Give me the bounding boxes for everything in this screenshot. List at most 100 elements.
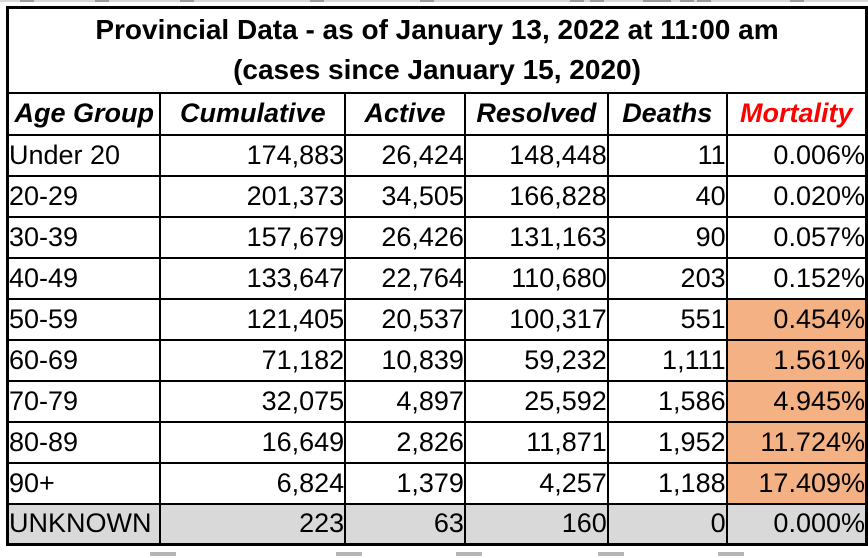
age-group-cell: 90+ [6, 461, 162, 505]
column-header-cumulative: Cumulative [159, 91, 347, 136]
mortality-cell: 0.020% [725, 174, 868, 218]
age-group-cell: 40-49 [6, 256, 162, 300]
spreadsheet-gridline-ticks-bottom [0, 552, 868, 556]
active-cell: 22,764 [344, 256, 466, 300]
cumulative-cell: 174,883 [159, 133, 347, 177]
table-title-cell: Provincial Data - as of January 13, 2022… [6, 6, 868, 94]
table-subtitle: (cases since January 15, 2020) [233, 54, 641, 86]
age-group-cell: 80-89 [6, 420, 162, 464]
table-row: 30-39 157,679 26,426 131,163 90 0.057% [6, 215, 868, 259]
active-cell: 2,826 [344, 420, 466, 464]
active-cell: 4,897 [344, 379, 466, 423]
deaths-cell: 1,111 [606, 338, 728, 382]
resolved-cell: 131,163 [463, 215, 609, 259]
mortality-cell: 0.000% [725, 502, 868, 546]
resolved-cell: 166,828 [463, 174, 609, 218]
column-header-active: Active [344, 91, 466, 136]
mortality-cell: 11.724% [725, 420, 868, 464]
gridline-tick [657, 0, 671, 2]
spreadsheet-gridline-ticks-top [0, 0, 868, 2]
deaths-cell: 40 [606, 174, 728, 218]
active-cell: 1,379 [344, 461, 466, 505]
deaths-cell: 203 [606, 256, 728, 300]
deaths-cell: 90 [606, 215, 728, 259]
mortality-cell: 0.152% [725, 256, 868, 300]
active-cell: 26,426 [344, 215, 466, 259]
table-row: UNKNOWN 223 63 160 0 0.000% [6, 502, 868, 546]
cumulative-cell: 223 [159, 502, 347, 546]
active-cell: 26,424 [344, 133, 466, 177]
gridline-tick [598, 552, 624, 556]
cumulative-cell: 121,405 [159, 297, 347, 341]
gridline-tick [420, 0, 434, 2]
column-header-age-group: Age Group [6, 91, 162, 136]
resolved-cell: 100,317 [463, 297, 609, 341]
provincial-data-table: Provincial Data - as of January 13, 2022… [6, 6, 868, 546]
cumulative-cell: 133,647 [159, 256, 347, 300]
table-row: 60-69 71,182 10,839 59,232 1,111 1.561% [6, 338, 868, 382]
gridline-tick [150, 552, 176, 556]
table-row: 50-59 121,405 20,537 100,317 551 0.454% [6, 297, 868, 341]
table-title: Provincial Data - as of January 13, 2022… [95, 14, 779, 46]
active-cell: 63 [344, 502, 466, 546]
gridline-tick [180, 0, 194, 2]
gridline-tick [790, 0, 804, 2]
mortality-cell: 0.006% [725, 133, 868, 177]
gridline-tick [570, 0, 584, 2]
gridline-tick [680, 0, 694, 2]
age-group-cell: 60-69 [6, 338, 162, 382]
resolved-cell: 59,232 [463, 338, 609, 382]
gridline-tick [95, 0, 109, 2]
active-cell: 34,505 [344, 174, 466, 218]
deaths-cell: 11 [606, 133, 728, 177]
column-header-mortality: Mortality [725, 91, 868, 136]
deaths-cell: 0 [606, 502, 728, 546]
age-group-cell: 50-59 [6, 297, 162, 341]
resolved-cell: 160 [463, 502, 609, 546]
resolved-cell: 11,871 [463, 420, 609, 464]
table-body: Under 20 174,883 26,424 148,448 11 0.006… [6, 133, 868, 546]
age-group-cell: 70-79 [6, 379, 162, 423]
deaths-cell: 1,188 [606, 461, 728, 505]
resolved-cell: 110,680 [463, 256, 609, 300]
age-group-cell: 20-29 [6, 174, 162, 218]
gridline-tick [643, 0, 657, 2]
mortality-cell: 0.057% [725, 215, 868, 259]
age-group-cell: Under 20 [6, 133, 162, 177]
cumulative-cell: 6,824 [159, 461, 347, 505]
table-row: 40-49 133,647 22,764 110,680 203 0.152% [6, 256, 868, 300]
gridline-tick [697, 0, 711, 2]
cumulative-cell: 157,679 [159, 215, 347, 259]
cumulative-cell: 71,182 [159, 338, 347, 382]
mortality-cell: 4.945% [725, 379, 868, 423]
mortality-cell: 1.561% [725, 338, 868, 382]
mortality-cell: 0.454% [725, 297, 868, 341]
deaths-cell: 551 [606, 297, 728, 341]
gridline-tick [310, 0, 324, 2]
table-row: 80-89 16,649 2,826 11,871 1,952 11.724% [6, 420, 868, 464]
table-row: Under 20 174,883 26,424 148,448 11 0.006… [6, 133, 868, 177]
gridline-tick [456, 552, 482, 556]
resolved-cell: 25,592 [463, 379, 609, 423]
table-row: 70-79 32,075 4,897 25,592 1,586 4.945% [6, 379, 868, 423]
column-header-resolved: Resolved [463, 91, 609, 136]
resolved-cell: 148,448 [463, 133, 609, 177]
deaths-cell: 1,586 [606, 379, 728, 423]
active-cell: 20,537 [344, 297, 466, 341]
cumulative-cell: 201,373 [159, 174, 347, 218]
title-row: Provincial Data - as of January 13, 2022… [6, 6, 868, 94]
cumulative-cell: 32,075 [159, 379, 347, 423]
gridline-tick [336, 552, 362, 556]
resolved-cell: 4,257 [463, 461, 609, 505]
cumulative-cell: 16,649 [159, 420, 347, 464]
column-header-deaths: Deaths [606, 91, 728, 136]
gridline-tick [718, 552, 744, 556]
deaths-cell: 1,952 [606, 420, 728, 464]
mortality-cell: 17.409% [725, 461, 868, 505]
gridline-tick [20, 0, 34, 2]
header-row: Age Group Cumulative Active Resolved Dea… [6, 91, 868, 136]
age-group-cell: 30-39 [6, 215, 162, 259]
age-group-cell: UNKNOWN [6, 502, 162, 546]
active-cell: 10,839 [344, 338, 466, 382]
